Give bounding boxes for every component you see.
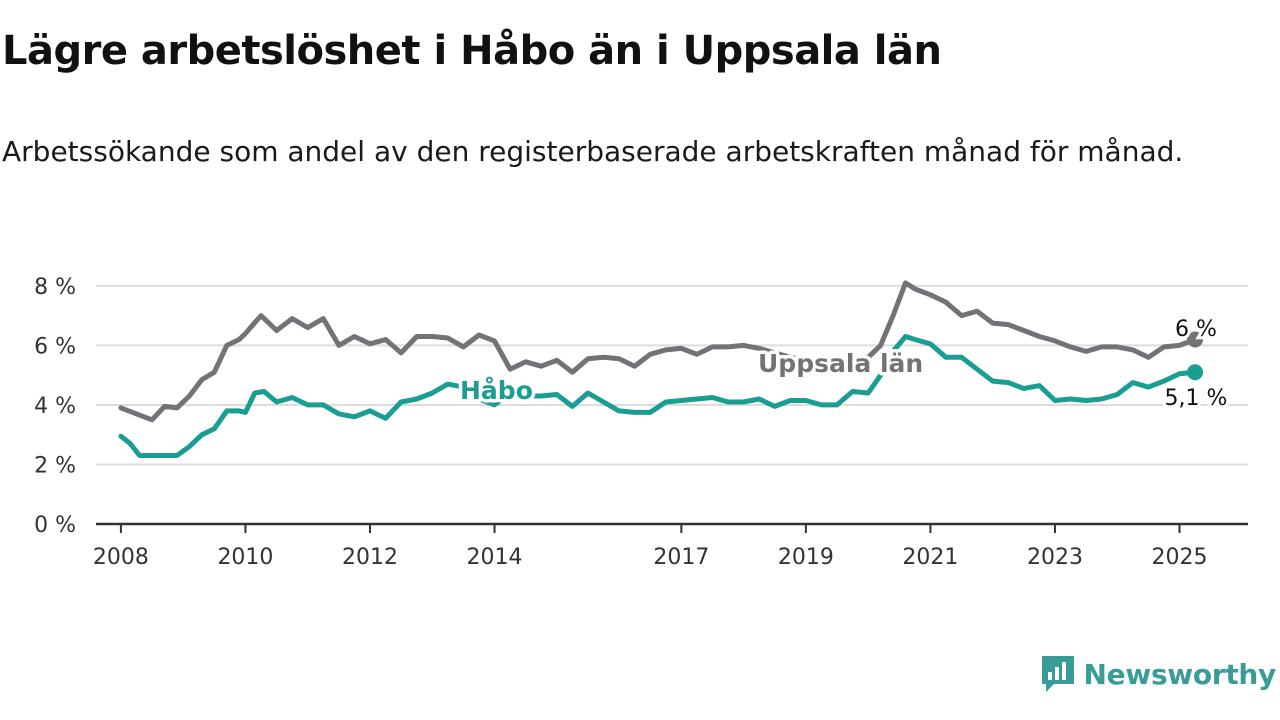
chart-subtitle: Arbetssökande som andel av den registerb… (2, 135, 1184, 168)
series-label-habo: Håbo (460, 376, 533, 405)
x-tick-label: 2014 (467, 545, 523, 570)
x-tick-label: 2008 (93, 545, 149, 570)
series-label-uppsala-lan: Uppsala län (758, 349, 923, 378)
end-point-uppsala-lan (1187, 331, 1204, 348)
end-point-habo (1187, 364, 1204, 381)
y-tick-label: 6 % (34, 334, 76, 359)
end-value-label-habo: 5,1 % (1165, 386, 1228, 411)
chart-title: Lägre arbetslöshet i Håbo än i Uppsala l… (2, 28, 942, 74)
x-tick-label: 2021 (902, 545, 958, 570)
brand-logo: Newsworthy (1040, 652, 1276, 696)
y-tick-label: 2 % (34, 453, 76, 478)
end-value-label-uppsala-lan: 6 % (1175, 317, 1217, 342)
brand-name: Newsworthy (1083, 657, 1277, 691)
x-tick-label: 2023 (1027, 545, 1083, 570)
series-line-habo (118, 334, 1198, 458)
y-tick-label: 8 % (34, 275, 76, 300)
x-tick-label: 2010 (217, 545, 273, 570)
x-tick-label: 2017 (653, 545, 709, 570)
x-tick-label: 2012 (342, 545, 398, 570)
newsworthy-logo-icon (1041, 656, 1074, 692)
x-tick-label: 2025 (1152, 545, 1208, 570)
x-tick-label: 2019 (778, 545, 834, 570)
y-tick-label: 0 % (34, 513, 76, 538)
series-line-uppsala-lan (118, 280, 1198, 423)
y-tick-label: 4 % (34, 394, 76, 419)
